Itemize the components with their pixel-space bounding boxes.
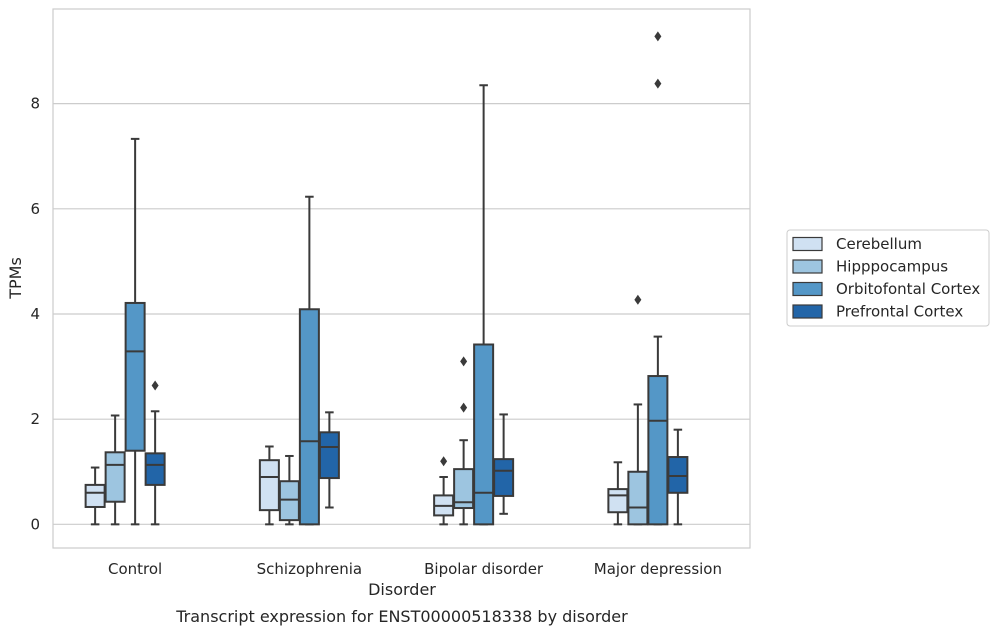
box-iqr	[104, 451, 126, 503]
legend-label: Cerebellum	[836, 235, 922, 253]
y-tick-label: 8	[30, 95, 40, 113]
x-tick-label: Bipolar disorder	[424, 560, 544, 578]
box	[647, 31, 669, 526]
legend-swatch	[792, 236, 823, 252]
box-iqr	[627, 470, 649, 526]
box	[627, 294, 649, 526]
legend-label: Orbitofontal Cortex	[836, 280, 980, 298]
box	[124, 137, 146, 526]
box-series-layer	[84, 31, 689, 526]
outlier-point	[654, 31, 662, 42]
outlier-point	[151, 380, 159, 391]
y-tick-label: 2	[30, 410, 40, 428]
outlier-point	[460, 356, 468, 367]
plot-area-border	[52, 8, 751, 549]
legend: Cerebellum Hipppocampus Orbitofontal Corte…	[786, 229, 990, 327]
box	[144, 380, 166, 526]
outlier-point	[634, 294, 642, 305]
box-iqr	[258, 459, 280, 512]
box	[258, 445, 280, 526]
box-iqr	[473, 343, 495, 526]
box-iqr	[647, 375, 669, 526]
legend-items: Cerebellum Hipppocampus Orbitofontal Corte…	[792, 235, 980, 321]
x-tick-label: Schizophrenia	[257, 560, 362, 578]
x-tick-label: Control	[108, 560, 162, 578]
box	[433, 456, 455, 526]
box-iqr	[144, 452, 166, 486]
legend-frame	[786, 229, 990, 327]
box-iqr	[493, 458, 515, 497]
y-tick-labels: 0 2 4 6 8	[30, 95, 40, 534]
box-iqr	[318, 431, 340, 480]
y-tick-label: 0	[30, 515, 40, 533]
y-tick-label: 6	[30, 200, 40, 218]
legend-label: Hipppocampus	[836, 258, 948, 276]
outlier-point	[440, 456, 448, 467]
box-iqr	[607, 488, 629, 514]
box-iqr	[278, 480, 300, 522]
box-iqr	[124, 301, 146, 452]
box	[84, 466, 106, 526]
y-axis-label: TPMs	[6, 257, 25, 300]
outlier-point	[460, 402, 468, 413]
legend-swatch	[792, 304, 823, 319]
figure-caption: Transcript expression for ENST0000051833…	[175, 607, 628, 626]
box-iqr	[298, 308, 320, 526]
box	[104, 414, 126, 526]
box	[298, 195, 320, 526]
legend-swatch	[792, 281, 823, 297]
x-tick-label: Major depression	[594, 560, 722, 578]
box	[278, 454, 300, 526]
outlier-point	[654, 78, 662, 89]
y-tick-label: 4	[30, 305, 40, 323]
box	[453, 356, 475, 526]
box-iqr	[667, 456, 689, 494]
box	[667, 428, 689, 526]
box	[493, 413, 515, 515]
x-tick-labels: Control Schizophrenia Bipolar disorder Majo…	[108, 560, 722, 578]
legend-swatch	[792, 259, 823, 274]
box	[318, 411, 340, 509]
x-axis-label: Disorder	[368, 580, 436, 599]
box	[607, 461, 629, 526]
box-iqr	[84, 483, 106, 508]
legend-label: Prefrontal Cortex	[836, 303, 963, 321]
box	[473, 84, 495, 526]
